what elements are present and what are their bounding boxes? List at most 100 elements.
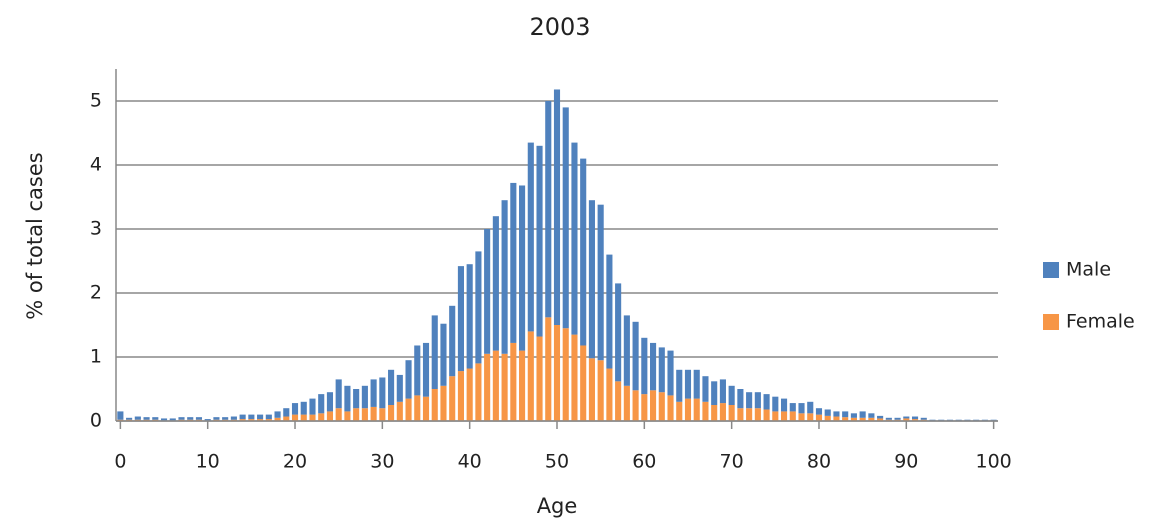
bar-segment — [772, 411, 779, 421]
bar-segment — [754, 408, 761, 421]
x-tick-label: 60 — [632, 451, 656, 473]
bar-segment — [466, 264, 473, 369]
bar-segment — [658, 347, 665, 393]
bar-segment — [248, 414, 255, 420]
bar-segment — [143, 417, 150, 420]
legend-swatch — [1043, 314, 1059, 330]
bar-segment — [440, 385, 447, 421]
bar-segment — [457, 371, 464, 421]
bar-segment — [414, 345, 421, 396]
bar-segment — [283, 408, 290, 417]
bar-segment — [877, 418, 884, 421]
bar-segment — [169, 418, 176, 421]
bar-segment — [431, 315, 438, 389]
bar-segment — [431, 389, 438, 421]
bar-segment — [370, 379, 377, 407]
bar-segment — [126, 417, 133, 420]
bar-segment — [842, 411, 849, 418]
bar-segment — [257, 414, 264, 420]
y-tick-label: 0 — [90, 410, 102, 432]
bar-segment — [536, 336, 543, 421]
bar-segment — [230, 416, 237, 420]
bar-segment — [291, 414, 299, 421]
bar-segment — [344, 385, 351, 412]
bar-segment — [859, 411, 866, 418]
bar-segment — [449, 305, 456, 377]
bar-segment — [815, 414, 823, 421]
bar-segment — [422, 342, 430, 397]
bar-segment — [134, 416, 141, 420]
bar-segment — [519, 350, 526, 421]
bar-segment — [370, 406, 377, 421]
bar-segment — [580, 158, 587, 346]
bar-segment — [300, 414, 307, 421]
bar-segment — [746, 392, 753, 409]
bar-segment — [737, 389, 744, 409]
y-tick-label: 5 — [90, 90, 102, 112]
bar-segment — [213, 417, 220, 420]
bar-segment — [300, 401, 307, 415]
bar-segment — [597, 204, 604, 361]
bar-segment — [684, 398, 692, 421]
bar-segment — [746, 408, 753, 421]
x-tick-label: 0 — [114, 451, 126, 473]
bar-segment — [265, 414, 272, 420]
bar-segment — [326, 411, 334, 421]
bar-segment — [361, 408, 368, 421]
bar-segment — [160, 418, 168, 421]
bar-segment — [693, 398, 700, 421]
bar-segment — [571, 334, 578, 421]
bar-segment — [763, 394, 770, 410]
bar-segment — [833, 411, 840, 417]
bar-segment — [807, 413, 814, 421]
bar-segment — [388, 369, 395, 405]
bar-segment — [309, 398, 316, 415]
bar-segment — [833, 416, 840, 421]
bar-segment — [606, 254, 613, 369]
bar-segment — [335, 408, 342, 421]
bar-segment — [265, 419, 272, 421]
bar-segment — [842, 417, 849, 421]
bar-segment — [711, 405, 718, 421]
bar-segment — [553, 325, 561, 421]
bar-segment — [588, 200, 595, 359]
bar-segment — [510, 182, 517, 343]
bar-segment — [152, 417, 159, 420]
bar-segment — [361, 385, 368, 409]
bar-segment — [519, 185, 526, 351]
bar-segment — [484, 229, 491, 354]
bar-segment — [815, 408, 823, 415]
bar-segment — [667, 350, 674, 396]
bar-segment — [711, 381, 718, 405]
bar-segment — [623, 315, 630, 386]
bar-segment — [903, 416, 910, 419]
bar-segment — [981, 419, 988, 421]
bar-segment — [187, 417, 194, 420]
bar-segment — [239, 414, 246, 420]
bar-segment — [737, 408, 744, 421]
bar-segment — [283, 416, 290, 421]
bar-segment — [492, 350, 499, 421]
bar-segment — [222, 417, 229, 420]
bar-segment — [536, 145, 543, 337]
bar-segment — [344, 411, 351, 421]
bar-segment — [501, 353, 508, 421]
bar-segment — [650, 390, 657, 421]
bar-segment — [850, 417, 857, 421]
bar-segment — [449, 376, 456, 421]
bar-segment — [964, 419, 971, 421]
bar-segment — [466, 368, 473, 421]
bar-segment — [580, 345, 587, 421]
x-tick-label: 50 — [545, 451, 569, 473]
bar-segment — [658, 392, 665, 421]
bar-segment — [492, 216, 499, 351]
bar-segment — [291, 403, 299, 415]
x-tick-label: 100 — [976, 451, 1012, 473]
bar-segment — [326, 392, 334, 412]
bar-segment — [553, 89, 561, 325]
bar-segment — [379, 408, 386, 421]
y-tick-label: 4 — [90, 154, 102, 176]
bar-segment — [117, 411, 124, 420]
bar-segment — [754, 392, 761, 409]
bar-segment — [606, 368, 613, 421]
